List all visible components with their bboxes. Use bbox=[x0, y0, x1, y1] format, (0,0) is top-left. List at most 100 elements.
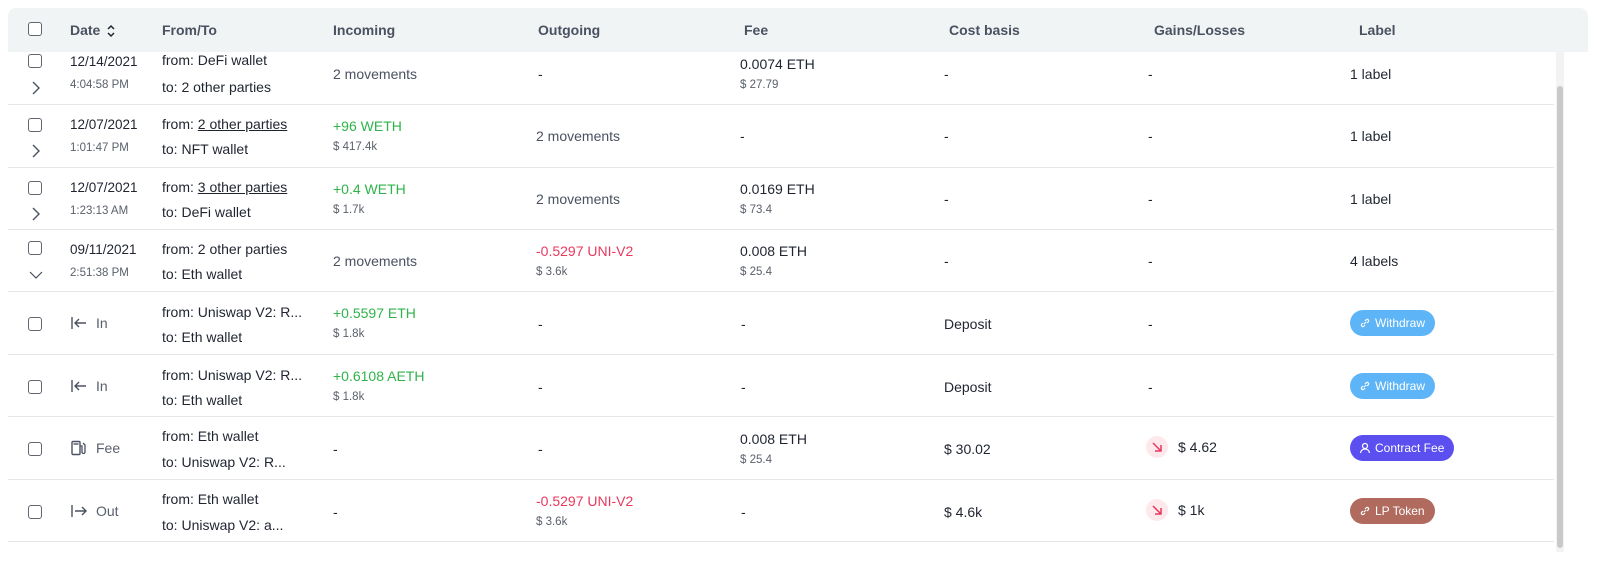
other-parties-link[interactable]: 3 other parties bbox=[197, 179, 288, 195]
row-checkbox[interactable] bbox=[28, 118, 42, 132]
table-header: Date From/To Incoming Outgoing Fee Cost … bbox=[8, 8, 1588, 52]
row-from: from: DeFi wallet bbox=[162, 52, 268, 68]
label-badge-contract-fee[interactable]: Contract Fee bbox=[1350, 435, 1455, 461]
chevron-down-icon[interactable] bbox=[29, 268, 43, 282]
row-cost-basis: $ 4.6k bbox=[944, 504, 983, 520]
row-checkbox[interactable] bbox=[28, 241, 42, 255]
row-outgoing: -0.5297 UNI-V2 bbox=[536, 493, 634, 509]
row-to: to: Eth wallet bbox=[162, 329, 243, 345]
scrollbar-thumb[interactable] bbox=[1557, 86, 1563, 548]
row-cost-basis: - bbox=[944, 191, 949, 207]
row-checkbox[interactable] bbox=[28, 505, 42, 519]
chevron-right-icon[interactable] bbox=[29, 144, 43, 158]
row-incoming-usd: $ 1.8k bbox=[333, 328, 365, 340]
row-time: 4:04:58 PM bbox=[70, 79, 129, 91]
table-row[interactable]: 12/14/2021 4:04:58 PM from: DeFi wallet … bbox=[8, 52, 1554, 105]
row-to: to: DeFi wallet bbox=[162, 204, 251, 220]
row-fee-usd: $ 27.79 bbox=[740, 79, 779, 91]
row-date: 12/14/2021 bbox=[70, 54, 138, 69]
row-gains: $ 4.62 bbox=[1146, 436, 1217, 458]
movement-type: In bbox=[70, 378, 108, 394]
row-outgoing[interactable]: 2 movements bbox=[536, 191, 621, 207]
row-date: 12/07/2021 bbox=[70, 180, 138, 195]
row-outgoing: -0.5297 UNI-V2 bbox=[536, 243, 634, 259]
row-outgoing: - bbox=[538, 316, 543, 332]
row-fee: - bbox=[741, 379, 746, 395]
row-to: to: Eth wallet bbox=[162, 392, 243, 408]
row-gains: - bbox=[1148, 379, 1153, 395]
row-fee: 0.0074 ETH bbox=[740, 56, 815, 72]
arrow-in-icon bbox=[71, 317, 86, 329]
row-outgoing-usd: $ 3.6k bbox=[536, 516, 568, 528]
link-icon bbox=[1360, 381, 1370, 391]
table-row[interactable]: In from: Uniswap V2: R... to: Eth wallet… bbox=[8, 355, 1554, 417]
row-checkbox[interactable] bbox=[28, 442, 42, 456]
row-incoming-usd: $ 417.4k bbox=[333, 141, 378, 153]
row-cost-basis: Deposit bbox=[944, 316, 992, 332]
table-row[interactable]: 09/11/2021 2:51:38 PM from: 2 other part… bbox=[8, 230, 1554, 292]
row-outgoing[interactable]: 2 movements bbox=[536, 128, 621, 144]
row-incoming: - bbox=[333, 504, 338, 520]
row-label-count[interactable]: 1 label bbox=[1350, 66, 1392, 82]
row-date: 09/11/2021 bbox=[70, 242, 137, 257]
row-fee: - bbox=[741, 316, 746, 332]
header-date[interactable]: Date bbox=[70, 22, 116, 39]
table-row[interactable]: Out from: Eth wallet to: Uniswap V2: a..… bbox=[8, 480, 1554, 542]
row-cost-basis: $ 30.02 bbox=[944, 441, 991, 457]
arrow-out-icon bbox=[71, 505, 87, 517]
row-incoming[interactable]: 2 movements bbox=[333, 253, 418, 269]
row-checkbox[interactable] bbox=[28, 380, 42, 394]
row-to: to: Uniswap V2: a... bbox=[162, 517, 284, 533]
row-gains: - bbox=[1148, 316, 1153, 332]
sort-updown-icon[interactable] bbox=[106, 23, 116, 39]
row-label-count[interactable]: 1 label bbox=[1350, 191, 1392, 207]
row-checkbox[interactable] bbox=[28, 317, 42, 331]
transactions-table: Date From/To Incoming Outgoing Fee Cost … bbox=[8, 8, 1588, 561]
row-to: to: Eth wallet bbox=[162, 266, 243, 282]
row-incoming-usd: $ 1.8k bbox=[333, 391, 365, 403]
row-from: from: Uniswap V2: R... bbox=[162, 304, 303, 320]
row-incoming[interactable]: 2 movements bbox=[333, 66, 418, 82]
row-checkbox[interactable] bbox=[28, 181, 42, 195]
row-gains: - bbox=[1148, 191, 1153, 207]
movement-type: In bbox=[70, 315, 108, 331]
chevron-right-icon[interactable] bbox=[29, 81, 43, 95]
row-fee: - bbox=[741, 504, 746, 520]
person-icon bbox=[1359, 442, 1371, 454]
select-all-checkbox[interactable] bbox=[28, 22, 42, 36]
header-gains-losses: Gains/Losses bbox=[1154, 22, 1246, 38]
row-label-count[interactable]: 4 labels bbox=[1350, 253, 1399, 269]
row-outgoing: - bbox=[538, 66, 543, 82]
row-from: from: 2 other parties bbox=[162, 116, 288, 132]
row-incoming-usd: $ 1.7k bbox=[333, 204, 365, 216]
row-time: 1:23:13 AM bbox=[70, 205, 129, 217]
link-icon bbox=[1360, 318, 1370, 328]
trend-down-icon bbox=[1146, 499, 1168, 521]
label-badge-withdraw[interactable]: Withdraw bbox=[1350, 373, 1436, 399]
header-cost-basis: Cost basis bbox=[949, 22, 1020, 38]
chevron-right-icon[interactable] bbox=[29, 207, 43, 221]
header-outgoing: Outgoing bbox=[538, 22, 601, 38]
table-row[interactable]: 12/07/2021 1:01:47 PM from: 2 other part… bbox=[8, 105, 1554, 168]
arrow-in-icon bbox=[71, 380, 86, 392]
row-outgoing: - bbox=[538, 379, 543, 395]
row-checkbox[interactable] bbox=[28, 54, 42, 68]
row-gains: - bbox=[1148, 253, 1153, 269]
label-badge-withdraw[interactable]: Withdraw bbox=[1350, 310, 1436, 336]
table-row[interactable]: Fee from: Eth wallet to: Uniswap V2: R..… bbox=[8, 417, 1554, 480]
row-fee: 0.008 ETH bbox=[740, 431, 807, 447]
row-from: from: Eth wallet bbox=[162, 428, 259, 444]
other-parties-link[interactable]: 2 other parties bbox=[197, 116, 288, 132]
table-row[interactable]: In from: Uniswap V2: R... to: Eth wallet… bbox=[8, 292, 1554, 355]
row-label-count[interactable]: 1 label bbox=[1350, 128, 1392, 144]
header-from-to: From/To bbox=[162, 22, 217, 38]
row-date: 12/07/2021 bbox=[70, 117, 138, 132]
row-from: from: 2 other parties bbox=[162, 241, 288, 257]
row-from: from: Eth wallet bbox=[162, 491, 259, 507]
row-incoming: +96 WETH bbox=[333, 118, 402, 134]
row-cost-basis: - bbox=[944, 253, 949, 269]
row-time: 2:51:38 PM bbox=[70, 267, 129, 279]
table-row[interactable]: 12/07/2021 1:23:13 AM from: 3 other part… bbox=[8, 168, 1554, 230]
row-gains: $ 1k bbox=[1146, 499, 1204, 521]
label-badge-lp-token[interactable]: LP Token bbox=[1350, 498, 1435, 524]
